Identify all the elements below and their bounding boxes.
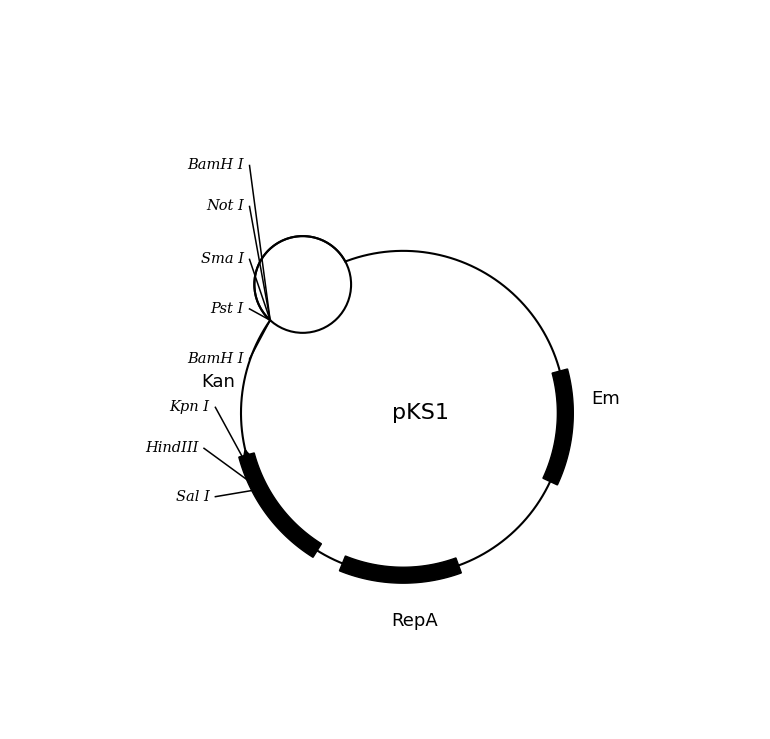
Text: RepA: RepA (391, 612, 438, 630)
Text: pKS1: pKS1 (392, 403, 449, 423)
Polygon shape (340, 556, 461, 583)
Polygon shape (543, 369, 574, 485)
Text: Kpn I: Kpn I (169, 401, 209, 415)
Text: Sal I: Sal I (176, 490, 209, 504)
Circle shape (254, 236, 351, 333)
Text: BamH I: BamH I (187, 352, 244, 366)
Text: Sma I: Sma I (201, 253, 244, 266)
Text: Pst I: Pst I (210, 302, 244, 316)
Text: HindIII: HindIII (145, 441, 199, 455)
Text: BamH I: BamH I (187, 158, 244, 172)
Circle shape (241, 251, 565, 575)
Text: Em: Em (591, 389, 620, 408)
Polygon shape (239, 453, 321, 557)
Text: Kan: Kan (202, 372, 236, 391)
Text: Not I: Not I (206, 200, 244, 214)
